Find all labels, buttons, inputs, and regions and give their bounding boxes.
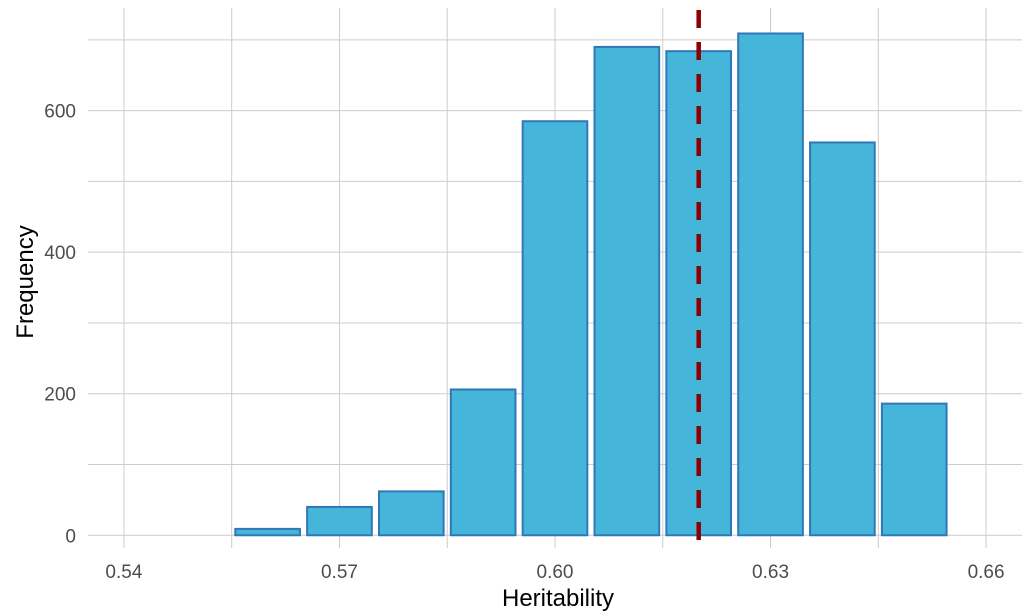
histogram-bar <box>593 45 661 537</box>
histogram-bar <box>809 141 876 537</box>
y-axis-title: Frequency <box>12 225 39 338</box>
histogram-bar <box>737 32 804 537</box>
y-axis-ticks: 0 200 400 600 <box>44 102 76 548</box>
histogram-bar <box>377 490 445 537</box>
x-axis-title: Heritability <box>502 585 614 612</box>
y-tick-label: 600 <box>44 102 76 123</box>
histogram-bars <box>234 32 948 537</box>
histogram-bar <box>521 120 589 537</box>
histogram-bar <box>306 505 373 537</box>
y-tick-label: 0 <box>65 526 76 547</box>
x-tick-label: 0.54 <box>105 562 142 583</box>
x-tick-label: 0.60 <box>537 562 574 583</box>
histogram-bar <box>234 527 301 537</box>
x-axis-ticks: 0.54 0.57 0.60 0.63 0.66 <box>105 562 1004 583</box>
histogram-bar <box>449 388 517 537</box>
y-tick-label: 200 <box>44 385 76 406</box>
y-tick-label: 400 <box>44 243 76 264</box>
x-tick-label: 0.57 <box>321 562 358 583</box>
x-tick-label: 0.63 <box>752 562 789 583</box>
histogram-bar <box>665 50 733 537</box>
histogram-bar <box>880 402 948 537</box>
x-tick-label: 0.66 <box>968 562 1005 583</box>
